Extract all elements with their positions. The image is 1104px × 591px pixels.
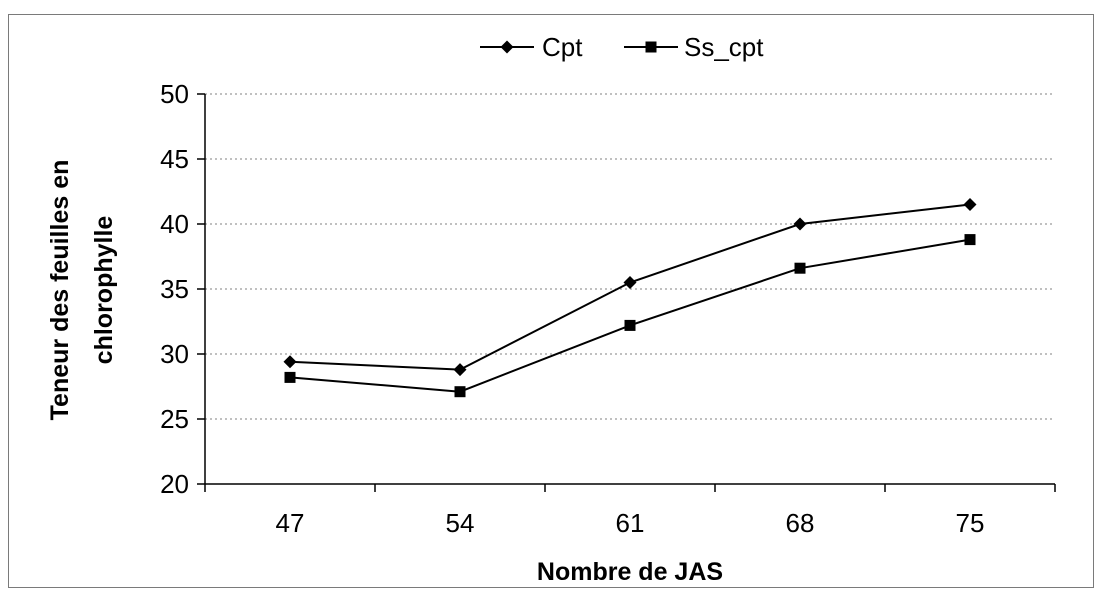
legend-marker	[645, 41, 657, 53]
legend-item-Ss_cpt: Ss_cpt	[624, 32, 764, 62]
axes: 20 25 30 35 40 45 50 47 54 61 68 75	[160, 79, 1056, 538]
y-axis-title-line-2: chlorophylle	[90, 216, 118, 365]
series-Ss_cpt	[284, 234, 976, 398]
data-point-Cpt-75	[963, 198, 977, 211]
data-point-Ss_cpt-75	[964, 234, 976, 246]
data-point-Cpt-47	[283, 355, 297, 369]
data-point-Ss_cpt-54	[454, 386, 466, 398]
x-tick-label: 54	[446, 508, 475, 538]
x-axis-title: Nombre de JAS	[537, 558, 723, 586]
legend-label: Cpt	[542, 32, 583, 62]
y-axis-title-line-1: Teneur des feuilles en	[46, 160, 74, 421]
series-line-Ss_cpt	[289, 238, 971, 393]
y-tick-label: 50	[160, 79, 189, 109]
series-Cpt	[283, 198, 977, 377]
chart-frame	[8, 14, 1094, 588]
legend: Cpt Ss_cpt	[480, 32, 764, 62]
y-tick-label: 30	[160, 339, 189, 369]
legend-item-Cpt: Cpt	[480, 32, 583, 62]
y-axis-title: Teneur des feuilles en chlorophylle	[46, 160, 118, 421]
legend-marker	[500, 40, 514, 54]
legend-label: Ss_cpt	[684, 32, 764, 62]
x-tick-label: 68	[786, 508, 815, 538]
x-tick-label: 61	[616, 508, 645, 538]
data-point-Cpt-54	[453, 363, 467, 377]
x-tick-label: 47	[276, 508, 305, 538]
y-tick-label: 20	[160, 469, 189, 499]
series-lines	[283, 198, 977, 398]
data-point-Cpt-61	[623, 276, 637, 289]
x-tick-label: 75	[956, 508, 985, 538]
y-tick-label: 40	[160, 209, 189, 239]
data-point-Ss_cpt-61	[624, 319, 636, 331]
y-tick-label: 45	[160, 144, 189, 174]
y-tick-label: 35	[160, 274, 189, 304]
data-point-Ss_cpt-47	[284, 371, 296, 383]
data-point-Cpt-68	[793, 217, 807, 231]
data-point-Ss_cpt-68	[794, 262, 806, 274]
y-tick-label: 25	[160, 404, 189, 434]
gridlines	[205, 93, 1055, 420]
